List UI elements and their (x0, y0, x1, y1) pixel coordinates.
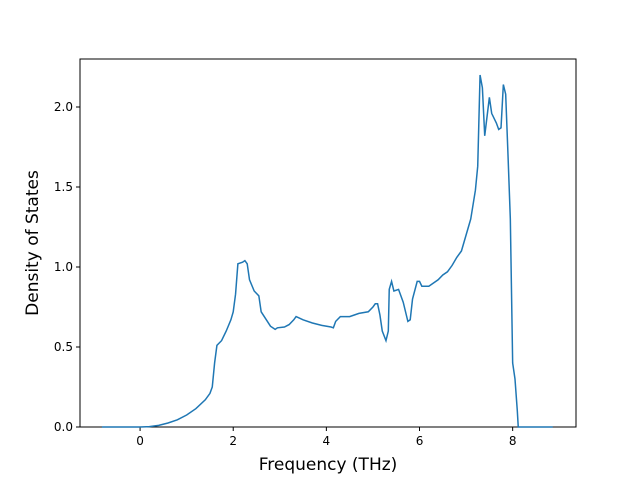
x-tick-label: 4 (323, 434, 331, 448)
y-axis-label: Density of States (23, 170, 43, 316)
y-tick-label: 2.0 (54, 100, 73, 114)
x-tick-label: 2 (229, 434, 237, 448)
plot-frame (79, 58, 577, 428)
x-axis-label: Frequency (THz) (259, 455, 398, 475)
dos-line (101, 74, 553, 428)
x-tick-label: 6 (416, 434, 424, 448)
y-tick-label: 0.5 (54, 340, 73, 354)
y-tick-label: 0.0 (54, 420, 73, 434)
x-tick-label: 0 (136, 434, 144, 448)
y-tick-label: 1.0 (54, 260, 73, 274)
x-tick-label: 8 (509, 434, 517, 448)
y-tick-label: 1.5 (54, 180, 73, 194)
